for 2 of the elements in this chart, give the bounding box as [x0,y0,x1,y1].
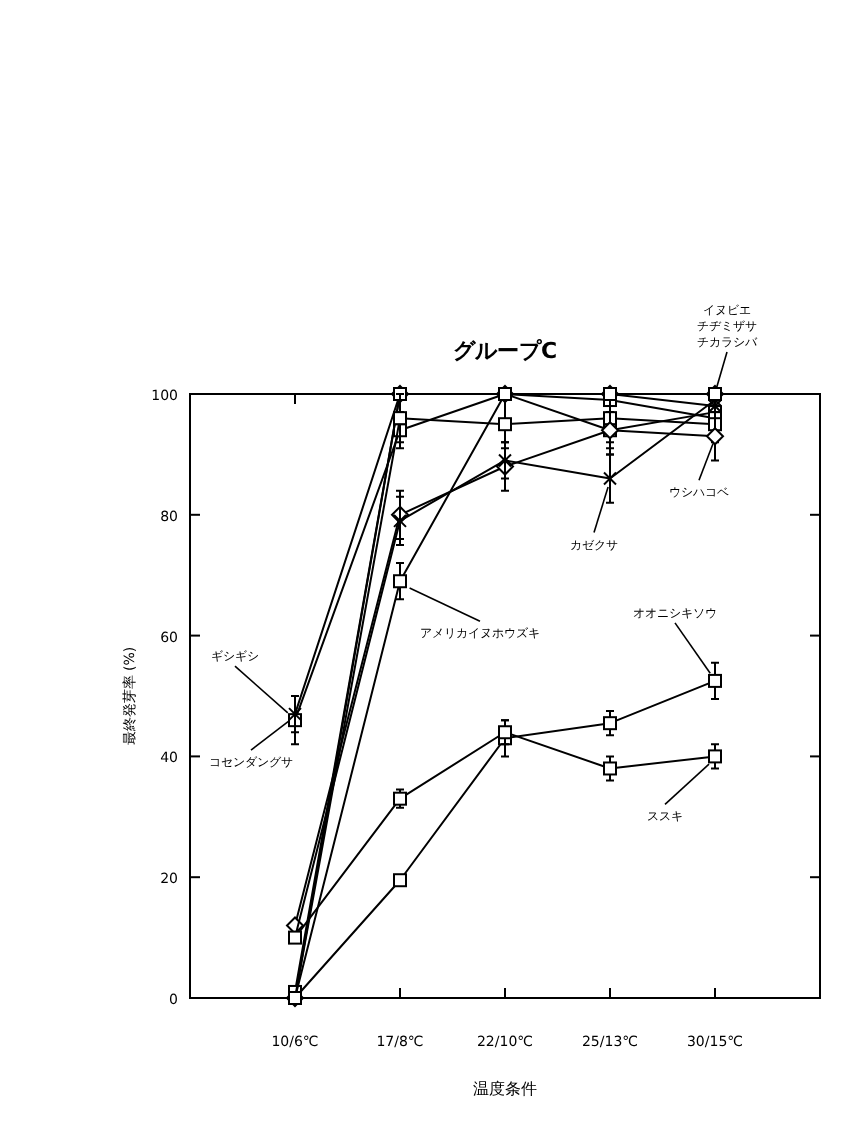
chart-title: グループC [452,338,558,364]
x-axis-title: 温度条件 [473,1080,537,1098]
